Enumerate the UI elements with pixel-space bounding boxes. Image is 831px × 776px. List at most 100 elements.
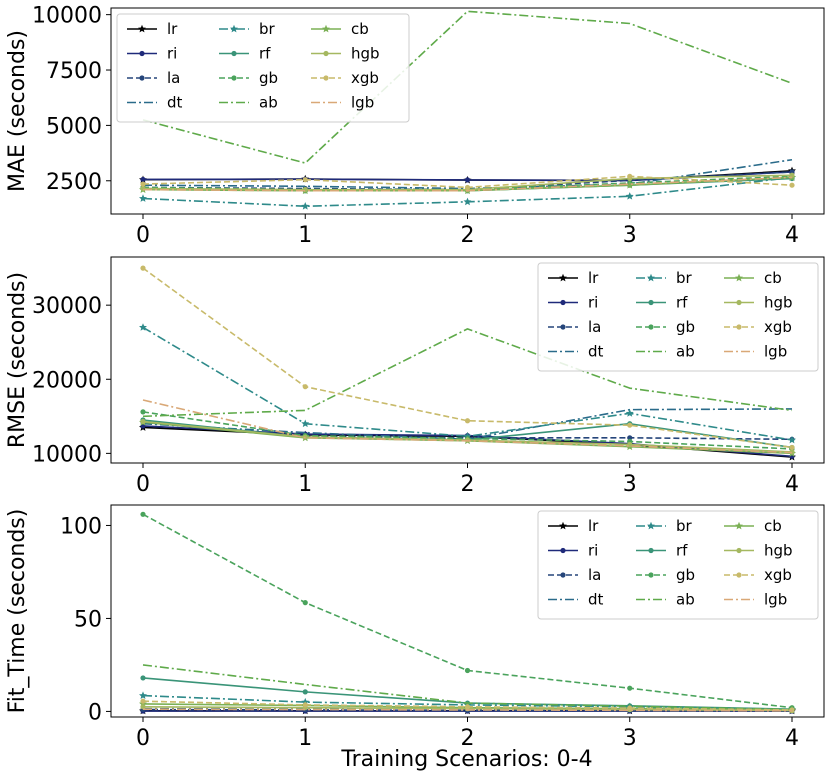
fit_time-legend-label-xgb: xgb	[764, 566, 792, 584]
rmse-legend-label-cb: cb	[764, 269, 782, 287]
mae-legend-label-rf: rf	[259, 45, 271, 63]
rmse-legend-label-dt: dt	[588, 343, 604, 361]
fit_time-legend-label-ri: ri	[588, 542, 598, 560]
mae-legend-marker-br	[230, 24, 238, 33]
fit_time-x-tick-label: 1	[298, 726, 312, 751]
fit_time-series-lgb	[142, 708, 793, 712]
mae-point-xgb-3	[627, 173, 633, 179]
mae-x-tick-label: 1	[298, 223, 312, 248]
mae-legend-marker-hgb	[323, 50, 329, 57]
fit_time-x-tick-label: 3	[623, 726, 637, 751]
fit_time-legend: lr ri la dt br rf gb ab cb hgb xgb lgb	[537, 510, 819, 620]
mae-point-cb-3	[625, 181, 634, 189]
mae-x-tick-label: 4	[785, 223, 799, 248]
rmse-legend-label-hgb: hgb	[764, 294, 793, 312]
fit_time-point-xgb-0	[140, 698, 146, 704]
rmse-y-axis-label: RMSE (seconds)	[5, 272, 30, 448]
fit_time-legend-label-lgb: lgb	[764, 591, 787, 609]
rmse-legend-marker-xgb	[736, 324, 742, 330]
mae-legend-frame	[116, 13, 410, 123]
mae-point-ri-2	[464, 177, 471, 183]
rmse-point-br-1	[301, 419, 310, 428]
rmse-legend-label-gb: gb	[676, 318, 695, 336]
rmse-legend-label-la: la	[588, 318, 601, 336]
fit-time-panel: 0 1 2 3 4 0 50 100 Fit_Time (seconds) lr ri la dt br r…	[5, 504, 825, 751]
mae-point-br-2	[463, 197, 472, 206]
rmse-x-tick-label: 1	[298, 472, 312, 497]
rmse-series-ab	[142, 328, 793, 418]
mae-legend-label-la: la	[167, 69, 180, 87]
fit_time-legend-marker-lr	[559, 521, 567, 530]
rmse-legend-label-lgb: lgb	[764, 343, 787, 361]
rmse-legend-label-rf: rf	[676, 294, 688, 312]
rmse-legend-marker-la	[560, 324, 566, 330]
rmse-y-tick-label: 30000	[32, 294, 102, 319]
mae-legend-marker-la	[139, 75, 145, 81]
mae-x-tick-label: 3	[623, 223, 637, 248]
mae-point-br-0	[139, 194, 147, 202]
rmse-x-tick-label: 4	[785, 472, 799, 497]
mae-legend-label-cb: cb	[351, 20, 369, 38]
mae-point-br-1	[301, 202, 310, 210]
rmse-legend-marker-gb	[648, 324, 654, 330]
rmse-x-tick-label: 3	[623, 472, 637, 497]
rmse-legend: lr ri la dt br rf gb ab cb hgb xgb lgb	[537, 262, 819, 372]
mae-legend-marker-xgb	[323, 75, 329, 81]
rmse-point-xgb-4	[789, 444, 795, 451]
fit_time-legend-marker-la	[560, 572, 566, 578]
mae-legend-label-lr: lr	[167, 20, 178, 38]
mae-y-tick-label: 5000	[46, 114, 102, 139]
fit_time-series-ab	[142, 664, 793, 711]
fit_time-point-rf-1	[302, 689, 308, 695]
rmse-x-tick-label: 2	[461, 472, 475, 497]
fit_time-x-tick-label: 2	[461, 726, 475, 751]
mae-point-hgb-4	[789, 172, 795, 178]
fit_time-legend-label-gb: gb	[676, 566, 695, 584]
mae-point-xgb-0	[140, 181, 146, 187]
rmse-point-la-3	[627, 435, 633, 441]
fit_time-point-rf-0	[140, 675, 146, 681]
rmse-legend-frame	[537, 262, 819, 372]
rmse-series-lgb	[142, 399, 793, 454]
mae-point-xgb-4	[789, 182, 795, 188]
mae-series-lgb	[142, 176, 793, 192]
fit_time-point-gb-3	[627, 685, 633, 691]
rmse-point-hgb-0	[140, 418, 146, 425]
fit_time-legend-marker-hgb	[736, 547, 742, 554]
mae-legend-label-hgb: hgb	[351, 45, 380, 63]
mae-legend-label-xgb: xgb	[351, 69, 379, 87]
fit_time-point-xgb-4	[789, 707, 795, 713]
rmse-point-xgb-1	[302, 384, 308, 390]
rmse-y-tick-label: 10000	[32, 442, 102, 467]
mae-legend-label-lgb: lgb	[351, 94, 374, 112]
fit_time-legend-marker-xgb	[736, 572, 742, 578]
rmse-series-br	[142, 326, 793, 441]
fit_time-legend-marker-cb	[735, 521, 743, 530]
fit_time-point-gb-1	[302, 600, 308, 606]
mae-legend-marker-cb	[322, 24, 330, 33]
mae-y-tick-label: 2500	[46, 170, 102, 195]
rmse-point-xgb-0	[140, 265, 146, 271]
fit_time-legend-label-cb: cb	[764, 517, 782, 535]
rmse-point-br-4	[788, 435, 796, 444]
fit_time-point-xgb-3	[627, 705, 633, 711]
rmse-legend-label-br: br	[676, 269, 693, 287]
fit_time-y-tick-label: 0	[88, 700, 102, 725]
mae-legend-label-dt: dt	[167, 94, 183, 112]
fit_time-legend-marker-rf	[648, 547, 654, 554]
rmse-legend-label-xgb: xgb	[764, 318, 792, 336]
fit_time-point-gb-0	[140, 511, 146, 517]
rmse-legend-marker-lr	[559, 273, 567, 282]
fit_time-point-xgb-1	[302, 702, 308, 708]
rmse-legend-marker-hgb	[736, 299, 742, 306]
rmse-point-br-3	[625, 409, 634, 417]
fit_time-legend-label-la: la	[588, 566, 601, 584]
fit_time-legend-frame	[537, 510, 819, 620]
fit_time-legend-label-rf: rf	[676, 542, 688, 560]
rmse-y-tick-label: 20000	[32, 368, 102, 393]
mae-point-xgb-2	[464, 184, 471, 191]
mae-point-xgb-1	[302, 177, 308, 183]
mae-legend-marker-ri	[139, 50, 145, 57]
mae-series-dt	[142, 158, 793, 190]
